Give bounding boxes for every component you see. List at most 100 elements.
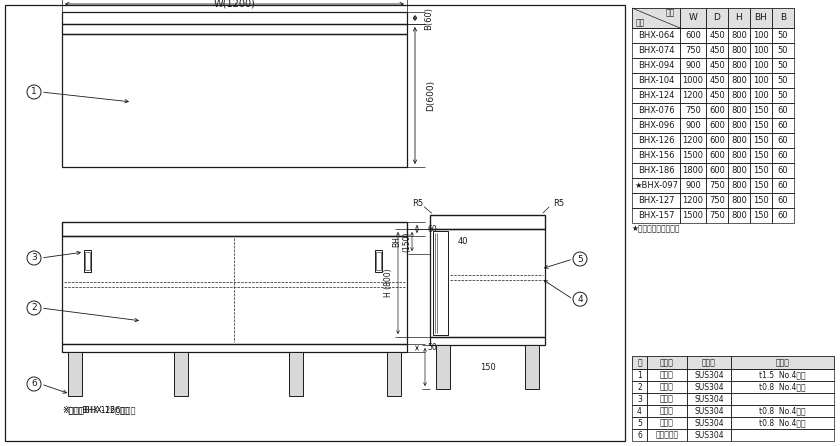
- Bar: [680, 163, 706, 178]
- Text: 450: 450: [709, 46, 725, 55]
- Text: BHX-127: BHX-127: [638, 196, 675, 205]
- Text: SUS304: SUS304: [694, 371, 724, 380]
- Text: 60: 60: [778, 136, 788, 145]
- Bar: [706, 178, 728, 193]
- Text: 1500: 1500: [683, 211, 704, 220]
- Text: BHX-094: BHX-094: [638, 61, 675, 70]
- Bar: [632, 208, 680, 223]
- Text: 1500: 1500: [683, 151, 704, 160]
- Bar: [728, 73, 750, 88]
- Text: トップ: トップ: [660, 371, 674, 380]
- Bar: [430, 215, 545, 229]
- Bar: [706, 193, 728, 208]
- Text: 800: 800: [731, 91, 747, 100]
- Text: 引窓戸: 引窓戸: [660, 383, 674, 392]
- Text: 150: 150: [753, 211, 769, 220]
- Bar: [772, 148, 794, 163]
- Text: 750: 750: [685, 106, 701, 115]
- Text: 600: 600: [709, 136, 725, 145]
- Text: 50: 50: [427, 343, 437, 352]
- Text: 800: 800: [731, 121, 747, 130]
- Bar: [62, 34, 407, 167]
- Bar: [632, 429, 647, 441]
- Bar: [680, 8, 706, 28]
- Text: 60: 60: [778, 151, 788, 160]
- Text: 150: 150: [753, 136, 769, 145]
- Bar: [680, 58, 706, 73]
- Bar: [731, 356, 834, 369]
- Text: 5: 5: [637, 418, 642, 428]
- Bar: [728, 118, 750, 133]
- Bar: [750, 133, 772, 148]
- Bar: [632, 88, 680, 103]
- Text: SUS304: SUS304: [694, 418, 724, 428]
- Text: BHX-064: BHX-064: [638, 31, 675, 40]
- Bar: [750, 178, 772, 193]
- Text: 4: 4: [637, 406, 642, 416]
- Bar: [85, 252, 90, 270]
- Text: 750: 750: [685, 46, 701, 55]
- Bar: [632, 73, 680, 88]
- Text: B: B: [780, 13, 786, 22]
- Bar: [706, 8, 728, 28]
- Bar: [680, 28, 706, 43]
- Text: D: D: [713, 13, 721, 22]
- Text: D(600): D(600): [427, 80, 435, 111]
- Text: W(1200): W(1200): [213, 0, 255, 9]
- Bar: [772, 163, 794, 178]
- Bar: [632, 405, 647, 417]
- Bar: [706, 103, 728, 118]
- Text: t0.8  No.4仕上: t0.8 No.4仕上: [759, 383, 806, 392]
- Bar: [750, 118, 772, 133]
- Bar: [731, 369, 834, 381]
- Bar: [731, 381, 834, 393]
- Text: 50: 50: [778, 61, 788, 70]
- Text: t0.8  No.4仕上: t0.8 No.4仕上: [759, 406, 806, 416]
- Text: ※本図はBHX-126を示す: ※本図はBHX-126を示す: [62, 405, 129, 414]
- Bar: [731, 393, 834, 405]
- Text: 150: 150: [753, 106, 769, 115]
- Text: BHX-074: BHX-074: [638, 46, 675, 55]
- Text: 型式: 型式: [635, 18, 644, 28]
- Bar: [772, 118, 794, 133]
- Text: 100: 100: [753, 46, 769, 55]
- Text: 800: 800: [731, 46, 747, 55]
- Bar: [632, 58, 680, 73]
- Text: 5: 5: [577, 255, 583, 264]
- Bar: [706, 88, 728, 103]
- Text: 100: 100: [753, 61, 769, 70]
- Bar: [647, 393, 687, 405]
- Bar: [687, 393, 731, 405]
- Bar: [680, 178, 706, 193]
- Bar: [632, 417, 647, 429]
- Text: 800: 800: [731, 166, 747, 175]
- Text: ★BHX-097: ★BHX-097: [634, 181, 678, 190]
- Bar: [772, 133, 794, 148]
- Text: BH
(150): BH (150): [392, 231, 412, 252]
- Bar: [632, 369, 647, 381]
- Text: 1000: 1000: [683, 76, 704, 85]
- Text: t1.5  No.4仕上: t1.5 No.4仕上: [759, 371, 806, 380]
- Bar: [706, 163, 728, 178]
- Bar: [728, 208, 750, 223]
- Text: t0.8  No.4仕上: t0.8 No.4仕上: [759, 418, 806, 428]
- Text: 100: 100: [753, 31, 769, 40]
- Text: SUS304: SUS304: [694, 406, 724, 416]
- Bar: [62, 12, 407, 24]
- Text: 1: 1: [31, 87, 37, 96]
- Bar: [731, 429, 834, 441]
- Bar: [706, 118, 728, 133]
- Bar: [772, 8, 794, 28]
- Text: 900: 900: [685, 181, 701, 190]
- Bar: [376, 252, 381, 270]
- Bar: [750, 208, 772, 223]
- Bar: [680, 193, 706, 208]
- Text: BHX-104: BHX-104: [638, 76, 675, 85]
- Text: 40: 40: [458, 236, 469, 245]
- Bar: [750, 88, 772, 103]
- Text: 100: 100: [753, 76, 769, 85]
- Bar: [687, 429, 731, 441]
- Text: BH: BH: [754, 13, 768, 22]
- Text: 60: 60: [778, 181, 788, 190]
- Bar: [632, 381, 647, 393]
